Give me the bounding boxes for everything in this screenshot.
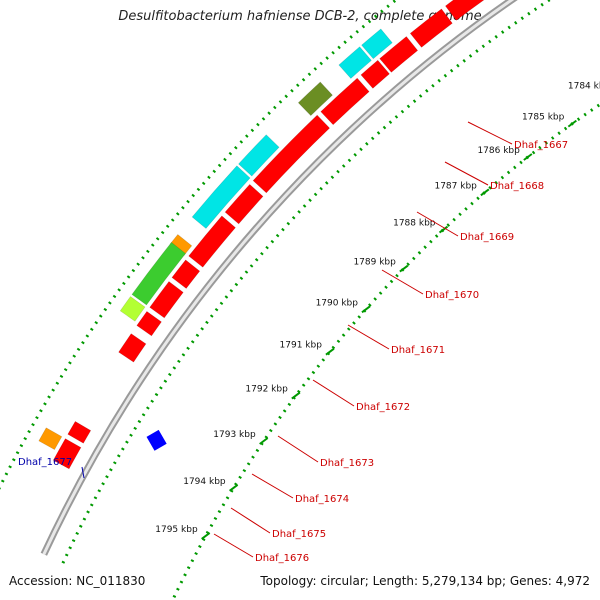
dotted-arc-1 (171, 102, 600, 600)
gene-label-dhaf_1669: Dhaf_1669 (460, 232, 514, 243)
tick-mark (523, 153, 533, 161)
tick-mark (325, 347, 335, 356)
tick-mark (567, 119, 577, 128)
map-title: Desulfitobacterium hafniense DCB-2, comp… (118, 9, 482, 24)
gene-feature (131, 241, 186, 306)
genome-backbone (40, 0, 519, 556)
gene-label-dhaf_1667: Dhaf_1667 (514, 140, 568, 151)
gene-label-dhaf_1671: Dhaf_1671 (391, 345, 445, 356)
tick-mark (361, 305, 371, 314)
gene-feature (445, 0, 485, 21)
gene-label-dhaf_1677: Dhaf_1677 (18, 457, 72, 468)
gene-label-dhaf_1672: Dhaf_1672 (356, 402, 410, 413)
gene-feature (118, 333, 147, 363)
gene-feature (136, 310, 162, 337)
leader-line (467, 121, 513, 145)
tick-label: 1791 kbp (280, 341, 323, 351)
gene-features (38, 0, 485, 470)
gene-feature (52, 438, 82, 470)
leader-line (230, 507, 271, 534)
gene-feature (238, 134, 280, 177)
backbone-highlight (42, 0, 515, 555)
tick-label: 1785 kbp (522, 113, 565, 123)
tick-label: 1787 kbp (434, 181, 477, 191)
leader-line (381, 269, 424, 295)
gene-feature (360, 59, 390, 89)
gene-feature (252, 114, 331, 194)
gene-feature (320, 77, 370, 126)
tick-label: 1788 kbp (393, 219, 436, 229)
gene-feature (149, 281, 184, 319)
topology-text: Topology: circular; Length: 5,279,134 bp… (260, 574, 590, 588)
tick-label: 1792 kbp (245, 385, 288, 395)
gene-feature (338, 46, 372, 79)
tick-mark (259, 437, 269, 445)
gene-feature (379, 36, 419, 73)
leader-line (312, 379, 355, 407)
tick-mark (229, 484, 239, 492)
leader-line (251, 473, 294, 499)
leader-line (277, 435, 319, 463)
tick-label: 1786 kbp (477, 146, 520, 156)
gene-feature (191, 165, 251, 229)
accession-text: Accession: NC_011830 (9, 574, 146, 588)
tick-label: 1784 kbp (568, 81, 600, 91)
leader-line (416, 211, 459, 237)
gene-feature (409, 8, 453, 48)
gene-feature (119, 296, 146, 322)
gene-feature (67, 421, 92, 444)
gene-feature (171, 259, 201, 289)
gene-feature (188, 215, 236, 268)
tick-label: 1790 kbp (316, 298, 359, 308)
gene-feature (38, 427, 63, 451)
tick-mark (399, 264, 409, 273)
tick-label: 1795 kbp (155, 525, 198, 535)
leader-line (81, 466, 85, 479)
gene-labels: Dhaf_1667 Dhaf_1668 Dhaf_1669 Dhaf_1670 Dhaf… (18, 140, 568, 564)
gene-label-dhaf_1668: Dhaf_1668 (490, 181, 544, 192)
gene-feature-blue (146, 429, 167, 451)
leader-line (213, 533, 254, 558)
label-leader-lines (81, 121, 513, 558)
gene-feature (297, 81, 333, 117)
tick-label: 1793 kbp (213, 430, 256, 440)
dotted-arc-3 (0, 0, 399, 491)
tick-mark (438, 225, 449, 234)
gene-label-dhaf_1675: Dhaf_1675 (272, 529, 326, 540)
gene-label-dhaf_1676: Dhaf_1676 (255, 553, 309, 564)
tick-mark (201, 532, 211, 540)
tick-label: 1794 kbp (183, 477, 226, 487)
tick-mark (480, 188, 490, 197)
tick-mark (291, 391, 301, 400)
gene-label-dhaf_1674: Dhaf_1674 (295, 494, 349, 505)
gene-label-dhaf_1673: Dhaf_1673 (320, 458, 374, 469)
gene-feature (361, 28, 393, 60)
tick-label: 1789 kbp (353, 258, 396, 268)
leader-line (444, 161, 489, 186)
leader-line (347, 324, 390, 350)
gene-feature (224, 183, 264, 225)
gene-label-dhaf_1670: Dhaf_1670 (425, 290, 479, 301)
